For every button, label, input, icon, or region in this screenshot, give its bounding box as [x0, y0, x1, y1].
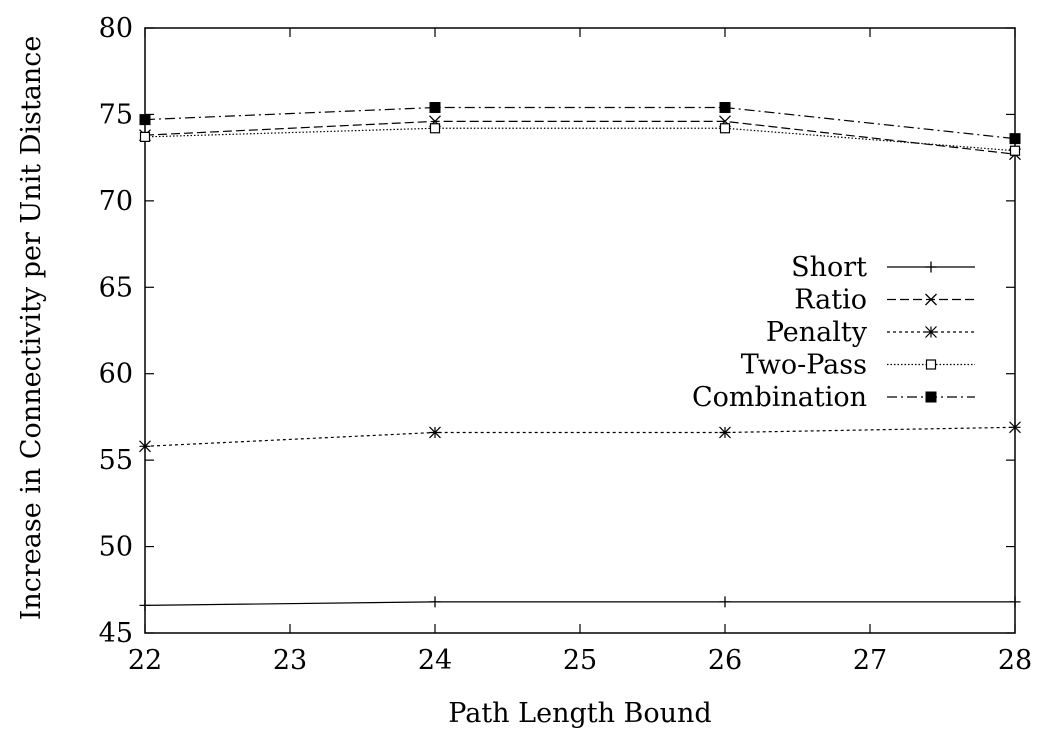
- series-line: [144, 120, 1016, 155]
- legend-marker: [925, 326, 937, 338]
- data-point: [429, 102, 441, 114]
- data-point: [139, 599, 151, 611]
- series-lines: [139, 102, 1021, 611]
- data-point: [429, 596, 441, 608]
- data-point: [1009, 596, 1021, 608]
- legend-marker: [925, 293, 937, 306]
- x-tick-label: 24: [418, 645, 452, 676]
- series-two-pass: [139, 123, 1021, 156]
- x-tick-label: 22: [128, 645, 162, 676]
- data-point: [429, 123, 441, 134]
- y-tick-label: 45: [99, 618, 133, 649]
- y-tick-label: 50: [99, 532, 133, 563]
- legend-label: Penalty: [766, 317, 868, 348]
- legend-label: Short: [791, 252, 867, 283]
- data-point: [719, 123, 731, 134]
- x-tick-label: 28: [998, 645, 1032, 676]
- x-tick-label: 27: [853, 645, 887, 676]
- data-point: [139, 440, 151, 453]
- data-point: [139, 114, 151, 126]
- y-axis-title: Increase in Connectivity per Unit Distan…: [16, 36, 47, 621]
- series-ratio: [139, 115, 1021, 161]
- legend-label: Two-Pass: [741, 350, 867, 381]
- axes: 22 23 24 25 26 27 28 45 50 55 60 65 70 75 80: [99, 13, 1033, 676]
- series-line: [144, 601, 1015, 606]
- data-point: [719, 596, 731, 608]
- legend-label: Ratio: [794, 285, 867, 316]
- plot-frame: [144, 27, 1016, 634]
- series-line: [144, 127, 1016, 152]
- y-tick-label: 70: [99, 186, 133, 217]
- y-tick-label: 80: [99, 13, 133, 44]
- legend-item: Penalty: [766, 317, 975, 348]
- legend-item: Short: [791, 252, 975, 283]
- y-tick-label: 75: [99, 99, 133, 130]
- data-point: [139, 131, 151, 142]
- data-point: [1009, 421, 1021, 434]
- series-line: [144, 106, 1016, 140]
- legend-marker: [925, 359, 937, 370]
- legend-item: Combination: [692, 382, 975, 413]
- x-tick-label: 26: [708, 645, 742, 676]
- y-tick-label: 65: [99, 272, 133, 303]
- series-line: [144, 426, 1016, 447]
- legend-marker: [925, 391, 937, 403]
- data-point: [719, 426, 731, 439]
- data-point: [429, 426, 441, 439]
- data-point: [1009, 145, 1021, 156]
- legend-label: Combination: [692, 382, 867, 413]
- series-combination: [139, 102, 1021, 145]
- series-penalty: [139, 421, 1021, 453]
- legend-item: Ratio: [794, 285, 975, 316]
- y-tick-label: 55: [99, 445, 133, 476]
- x-tick-label: 23: [273, 645, 307, 676]
- data-point: [1009, 133, 1021, 145]
- y-tick-label: 60: [99, 359, 133, 390]
- legend-item: Two-Pass: [741, 350, 975, 381]
- series-short: [139, 596, 1021, 611]
- data-point: [719, 102, 731, 114]
- x-axis-title: Path Length Bound: [448, 698, 711, 729]
- x-tick-label: 25: [563, 645, 597, 676]
- legend-marker: [925, 261, 937, 273]
